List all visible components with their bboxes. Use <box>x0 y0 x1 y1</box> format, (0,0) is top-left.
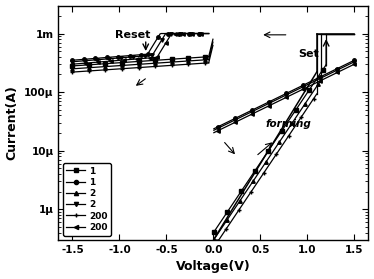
Y-axis label: Current(A): Current(A) <box>6 85 19 160</box>
Line: 1: 1 <box>71 55 211 68</box>
Legend: 1, 1, 2, 2, 200, 200: 1, 1, 2, 2, 200, 200 <box>63 163 111 235</box>
200 <box>122 58 126 62</box>
200 <box>70 62 75 66</box>
1 <box>102 62 106 66</box>
2 <box>70 60 75 63</box>
200 <box>120 58 125 62</box>
Line: 2: 2 <box>71 58 211 71</box>
1 <box>200 56 204 59</box>
200 <box>108 59 112 63</box>
1 <box>206 55 211 58</box>
200 <box>70 70 75 74</box>
1 <box>70 64 75 68</box>
1 <box>119 55 123 58</box>
1 <box>70 59 75 62</box>
2 <box>196 59 200 62</box>
2 <box>151 62 156 65</box>
200 <box>155 56 159 59</box>
200 <box>196 62 200 65</box>
2 <box>125 56 129 59</box>
1 <box>116 55 120 58</box>
200 <box>96 69 101 72</box>
2 <box>96 65 101 69</box>
2 <box>150 54 154 57</box>
1 <box>104 56 108 59</box>
200 <box>128 58 132 61</box>
2 <box>105 57 110 61</box>
2 <box>140 62 145 66</box>
Line: 1: 1 <box>71 52 149 62</box>
1 <box>96 62 101 66</box>
200 <box>145 56 150 60</box>
200 <box>200 62 204 65</box>
200 <box>151 65 156 68</box>
2 <box>122 56 126 59</box>
1 <box>122 54 126 58</box>
2 <box>70 67 75 71</box>
200 <box>125 58 129 61</box>
2 <box>206 58 211 61</box>
Text: Reset: Reset <box>115 30 150 40</box>
X-axis label: Voltage(V): Voltage(V) <box>176 260 251 273</box>
200 <box>140 66 145 69</box>
Line: 2: 2 <box>71 54 154 64</box>
200 <box>206 61 211 64</box>
Text: Set: Set <box>298 49 319 59</box>
Text: forming: forming <box>265 119 311 129</box>
2 <box>118 56 122 59</box>
1 <box>140 59 145 63</box>
2 <box>119 56 123 59</box>
1 <box>145 52 150 56</box>
Line: 200: 200 <box>71 56 159 66</box>
Line: 200: 200 <box>71 61 211 74</box>
1 <box>115 55 119 58</box>
200 <box>102 68 106 72</box>
1 <box>137 53 141 57</box>
2 <box>102 65 106 68</box>
2 <box>141 54 145 58</box>
1 <box>151 59 156 62</box>
1 <box>196 56 200 59</box>
2 <box>200 58 204 62</box>
